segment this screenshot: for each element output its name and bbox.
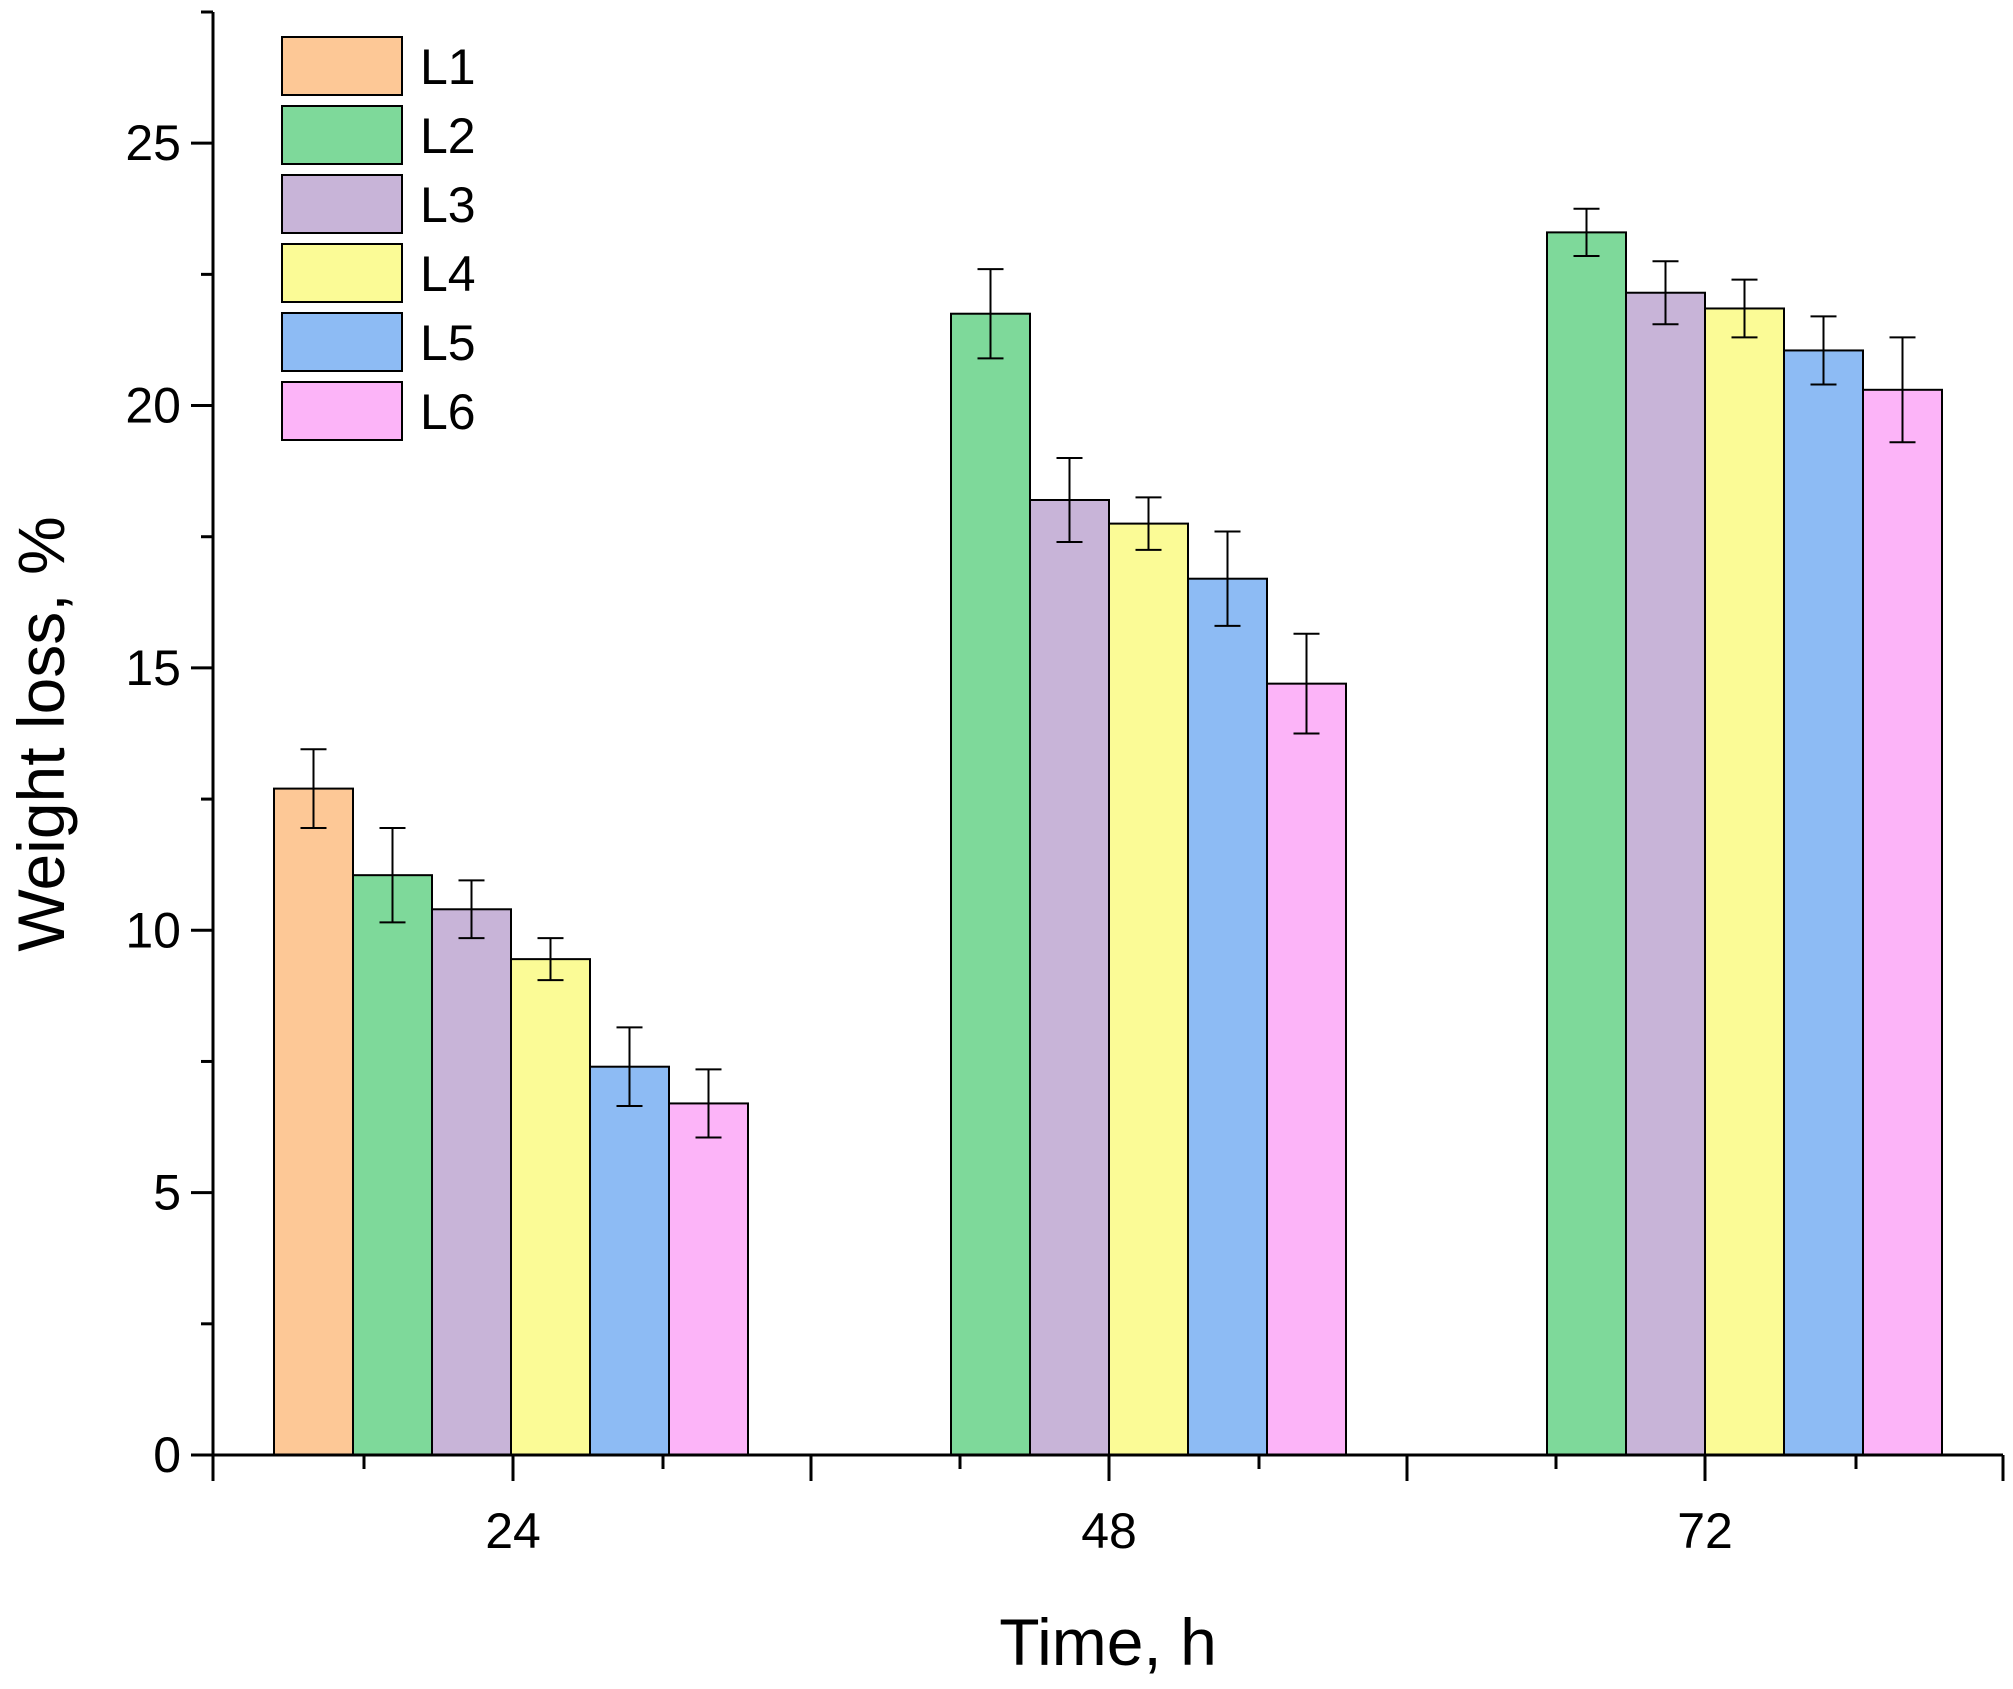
legend-label-l6: L6 <box>420 384 476 440</box>
bars-group <box>273 231 1943 1457</box>
bar-l6-24 <box>668 1102 749 1456</box>
legend-swatch-l6 <box>281 381 403 441</box>
bar-l3-24 <box>431 908 512 1456</box>
x-tick-label-72: 72 <box>1677 1503 1733 1559</box>
y-tick-label-25: 25 <box>125 115 181 171</box>
bar-l2-72 <box>1546 231 1627 1456</box>
legend-swatch-l1 <box>281 36 403 96</box>
y-tick-label-5: 5 <box>153 1165 181 1221</box>
y-tick-label-0: 0 <box>153 1427 181 1483</box>
y-tick-label-20: 20 <box>125 378 181 434</box>
bar-l2-48 <box>950 312 1031 1457</box>
legend-label-l5: L5 <box>420 315 476 371</box>
legend-swatch-l4 <box>281 243 403 303</box>
legend-swatch-l3 <box>281 174 403 234</box>
bar-l3-72 <box>1625 291 1706 1456</box>
y-axis-title: Weight loss, % <box>4 516 78 951</box>
bar-l2-24 <box>352 874 433 1456</box>
y-tick-label-15: 15 <box>125 640 181 696</box>
bar-l1-24 <box>273 787 354 1456</box>
bar-l5-24 <box>589 1065 670 1456</box>
legend-label-l2: L2 <box>420 108 476 164</box>
bar-l4-24 <box>510 958 591 1457</box>
bar-l5-72 <box>1783 349 1864 1456</box>
x-tick-label-24: 24 <box>485 1503 541 1559</box>
bar-l4-48 <box>1108 522 1189 1456</box>
legend-label-l4: L4 <box>420 246 476 302</box>
axes-group: 0 5 10 15 20 25 24 48 72 <box>125 10 2005 1559</box>
legend: L1 L2 L3 L4 L5 L6 <box>281 36 476 441</box>
x-tick-label-48: 48 <box>1081 1503 1137 1559</box>
legend-label-l3: L3 <box>420 177 476 233</box>
x-axis-title: Time, h <box>999 1605 1217 1679</box>
legend-swatch-l2 <box>281 105 403 165</box>
error-bars-group <box>300 207 1916 1139</box>
bar-l3-48 <box>1029 498 1110 1457</box>
y-tick-label-10: 10 <box>125 902 181 958</box>
bar-l6-72 <box>1862 388 1943 1457</box>
legend-label-l1: L1 <box>420 39 476 95</box>
bar-l4-72 <box>1704 307 1785 1456</box>
legend-swatch-l5 <box>281 312 403 372</box>
bar-l5-48 <box>1187 577 1268 1456</box>
bar-l6-48 <box>1266 682 1347 1456</box>
